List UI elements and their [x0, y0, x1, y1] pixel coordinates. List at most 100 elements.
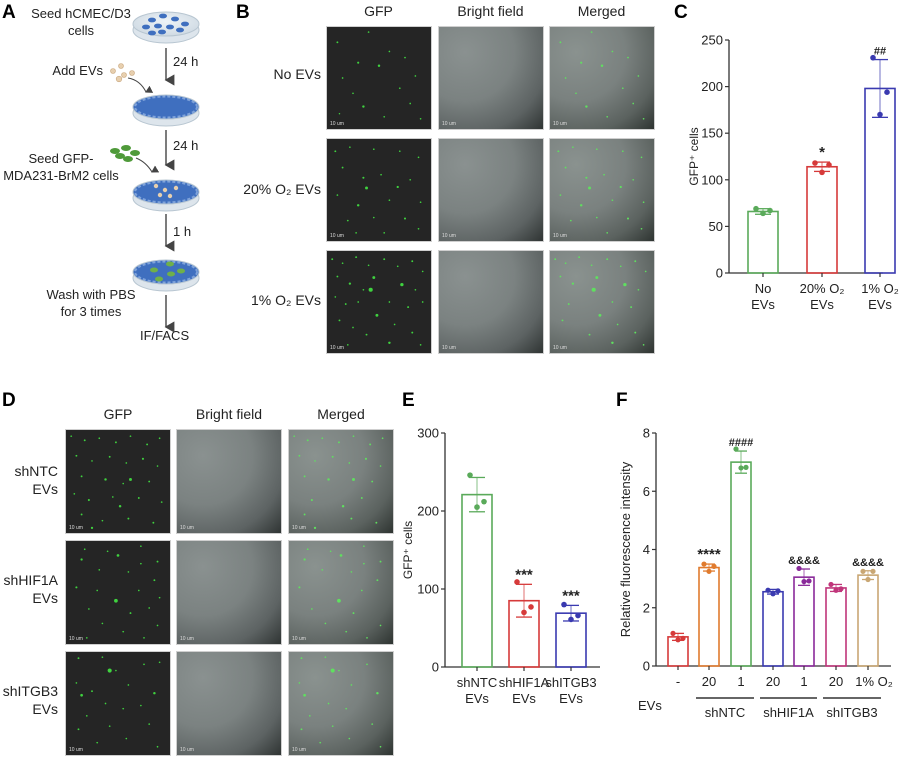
data-point: [467, 472, 473, 478]
step-text: MDA231-BrM2 cells: [3, 168, 119, 183]
gfp-cells: [336, 31, 422, 120]
micrograph-gfp-shntc: 10 um: [65, 429, 171, 534]
x-category-label: EVs: [810, 297, 834, 312]
data-point: [474, 504, 480, 510]
row-label-shitgb3: shITGB3 EVs: [0, 682, 58, 718]
significance-marker: ####: [729, 437, 753, 449]
data-point: [561, 601, 567, 608]
bar: [793, 576, 815, 667]
gfp-cells: [331, 256, 424, 346]
data-point: [884, 89, 890, 95]
gfp-cells: [298, 656, 382, 748]
row-label-line: shITGB3: [2, 683, 58, 699]
data-point: [528, 604, 534, 610]
scale-bar: 10 um: [180, 747, 194, 753]
x-category-label: 1: [800, 674, 807, 689]
column-header-bright-field: Bright field: [195, 406, 263, 422]
y-tick-label: 8: [643, 426, 650, 441]
step-text: Seed GFP-: [28, 151, 94, 166]
micrograph-merged-no-evs: 10 um: [549, 26, 655, 130]
endpoint-label: IF/FACS: [140, 328, 190, 343]
significance-marker: *: [819, 144, 825, 161]
x-category-label: 1% O₂: [861, 281, 899, 296]
petri-dish-icon: [132, 179, 200, 212]
significance-marker: ****: [697, 546, 721, 563]
scale-bar: 10 um: [292, 636, 306, 642]
data-point: [481, 498, 487, 505]
data-point: [870, 54, 876, 61]
petri-dish-icon: [132, 259, 200, 292]
data-point: [743, 464, 749, 470]
x-category-label: EVs: [751, 297, 775, 312]
significance-marker: ***: [515, 566, 533, 583]
y-tick-label: 200: [417, 504, 439, 519]
micrograph-merged-shhif1a: 10 um: [288, 540, 394, 645]
y-tick-label: 100: [701, 172, 723, 187]
data-point: [765, 587, 771, 593]
data-point: [806, 578, 812, 584]
scale-bar: 10 um: [180, 525, 194, 531]
x-category-label: EVs: [465, 691, 489, 706]
panel-label-f: F: [616, 390, 628, 411]
row-label-no-evs: No EVs: [273, 66, 321, 82]
column-header-gfp: GFP: [103, 406, 133, 422]
scale-bar: 10 um: [180, 636, 194, 642]
scale-bar: 10 um: [69, 525, 83, 531]
y-tick-label: 2: [643, 600, 650, 615]
y-tick-label: 100: [417, 582, 439, 597]
gfp-cells: [75, 656, 161, 748]
x-category-label: shNTC: [457, 675, 497, 690]
row-label-line: EVs: [32, 701, 58, 717]
x-category-label: 20: [766, 674, 780, 689]
data-point: [701, 561, 707, 567]
step-text: Wash with PBS: [46, 287, 136, 302]
data-point: [767, 207, 773, 214]
row-label-shntc: shNTC EVs: [0, 462, 58, 498]
data-point: [865, 576, 871, 583]
bar: [762, 590, 784, 667]
scale-bar: 10 um: [553, 121, 567, 127]
micrograph-gfp-shhif1a: 10 um: [65, 540, 171, 645]
x-category-label: shHIF1A: [499, 675, 550, 690]
step-text: for 3 times: [60, 304, 122, 319]
x-category-label: EVs: [868, 297, 892, 312]
chart-f-fluorescence: 0 2 4 6 8 Relative fluorescence intensity ****…: [618, 426, 893, 721]
y-tick-label: 0: [716, 266, 723, 281]
y-axis-label: Relative fluorescence intensity: [618, 461, 633, 637]
step-add-evs: Add EVs: [52, 63, 103, 78]
workflow-diagram: [110, 11, 200, 333]
row-label-20-o2: 20% O₂ EVs: [243, 181, 321, 197]
gfp-cells: [334, 146, 422, 234]
bar: [461, 493, 493, 668]
data-point: [877, 111, 883, 118]
bar: [730, 461, 752, 667]
data-point: [775, 588, 781, 594]
row-label-1-o2: 1% O₂ EVs: [250, 292, 321, 308]
data-point: [770, 591, 776, 597]
scale-bar: 10 um: [553, 233, 567, 239]
data-point: [826, 162, 832, 168]
group-label: shNTC: [705, 705, 745, 720]
gfp-cells: [559, 31, 645, 120]
bar: [806, 165, 838, 274]
column-header-bright-field: Bright field: [457, 3, 524, 19]
x-category-label: shITGB3: [545, 675, 596, 690]
micrograph-gfp-shitgb3: 10 um: [65, 651, 171, 756]
group-label: shHIF1A: [763, 705, 814, 720]
data-point: [733, 446, 739, 452]
gfp-cells: [554, 256, 647, 346]
data-point: [568, 616, 574, 623]
y-tick-label: 200: [701, 79, 723, 94]
gfp-cells: [557, 146, 645, 234]
scale-bar: 10 um: [69, 747, 83, 753]
column-header-merged: Merged: [317, 406, 365, 422]
data-point: [833, 587, 839, 593]
data-point: [760, 210, 766, 217]
x-category-label: EVs: [559, 691, 583, 706]
bar: [857, 574, 879, 667]
micrograph-merged-1-o2: 10 um: [549, 250, 655, 354]
scale-bar: 10 um: [69, 636, 83, 642]
significance-marker: &&&&: [852, 557, 884, 569]
